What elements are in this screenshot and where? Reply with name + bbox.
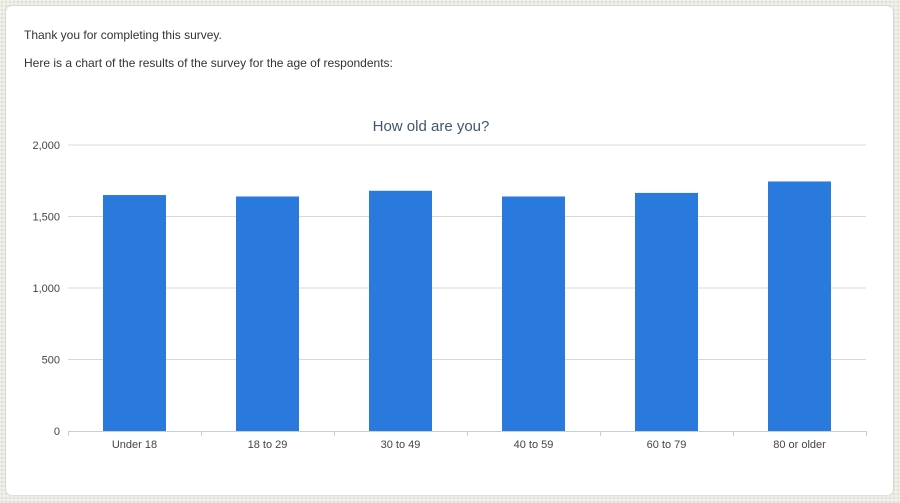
y-tick-label: 1,000 bbox=[32, 283, 60, 295]
bar bbox=[103, 195, 166, 431]
x-tick-label: 80 or older bbox=[773, 439, 826, 451]
x-tick-label: 30 to 49 bbox=[381, 439, 421, 451]
chart-intro-text: Here is a chart of the results of the su… bbox=[24, 56, 393, 70]
x-tick-label: 40 to 59 bbox=[514, 439, 554, 451]
chart-bars bbox=[103, 181, 831, 431]
chart-title: How old are you? bbox=[373, 118, 490, 135]
bar bbox=[369, 190, 432, 431]
y-axis-labels: 0 500 1,000 1,500 2,000 bbox=[32, 140, 60, 438]
bar bbox=[502, 196, 565, 431]
x-tick-label: Under 18 bbox=[112, 439, 157, 451]
y-tick-label: 2,000 bbox=[32, 140, 60, 152]
survey-result-card: Thank you for completing this survey. He… bbox=[6, 6, 893, 495]
y-tick-label: 0 bbox=[54, 426, 60, 438]
age-bar-chart: How old are you? 0 500 1,000 1,500 2,000 Und… bbox=[32, 118, 867, 451]
chart-gridlines bbox=[68, 144, 866, 360]
x-tick-label: 18 to 29 bbox=[248, 439, 288, 451]
y-tick-label: 1,500 bbox=[32, 212, 60, 224]
y-tick-label: 500 bbox=[42, 355, 60, 367]
bar bbox=[768, 181, 831, 431]
x-axis: Under 18 18 to 29 30 to 49 40 to 59 60 to 79… bbox=[68, 431, 867, 451]
bar bbox=[236, 196, 299, 431]
x-tick-label: 60 to 79 bbox=[647, 439, 687, 451]
bar bbox=[635, 192, 698, 431]
thank-you-message: Thank you for completing this survey. bbox=[24, 28, 222, 42]
